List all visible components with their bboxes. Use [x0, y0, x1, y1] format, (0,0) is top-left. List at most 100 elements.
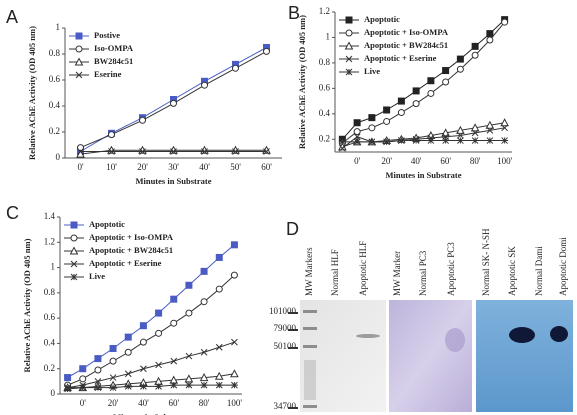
- x-tick-label: 0': [80, 398, 87, 408]
- legend-label: Live: [364, 66, 380, 76]
- point: [109, 357, 117, 365]
- lane-label: MW Marker: [392, 251, 402, 296]
- point: [215, 285, 223, 293]
- point: [109, 374, 117, 381]
- point: [486, 36, 494, 44]
- y-tick-label: 1.2: [44, 236, 55, 246]
- point: [215, 381, 223, 389]
- legend-marker: [75, 32, 83, 40]
- legend-label: Postive: [94, 30, 120, 40]
- legend-marker: [345, 29, 353, 37]
- legend-label: Apoptotic + Iso-OMPA: [89, 232, 174, 242]
- point: [94, 378, 102, 385]
- lane-label: Apoptotic SK: [507, 246, 517, 296]
- lane-label: Apoptotic PC3: [446, 242, 456, 296]
- legend-marker: [345, 55, 353, 63]
- point: [397, 109, 405, 117]
- point: [215, 253, 223, 261]
- mw-label: 34700: [274, 401, 297, 411]
- x-tick-label: 100': [497, 156, 513, 166]
- point: [456, 55, 464, 63]
- legend-label: Apoptotic + Eserine: [89, 258, 162, 268]
- point: [263, 148, 270, 155]
- point: [383, 117, 391, 125]
- x-axis-label: Minutes in Substrate: [113, 412, 189, 415]
- point: [368, 114, 376, 122]
- point: [109, 344, 117, 352]
- point: [108, 148, 115, 155]
- panel-label: A: [6, 7, 18, 27]
- point: [200, 381, 208, 389]
- point: [215, 343, 223, 351]
- point: [412, 100, 420, 108]
- point: [231, 338, 238, 346]
- y-tick-label: 1: [51, 262, 56, 272]
- point: [79, 375, 87, 383]
- lane-label: Apoptotic Domi: [558, 237, 568, 296]
- point: [353, 119, 361, 127]
- point: [184, 374, 194, 383]
- mw-label: 101000: [269, 306, 297, 316]
- point: [353, 138, 361, 146]
- legend-label: Apoptotic + BW284c51: [364, 40, 448, 50]
- x-tick-label: 20': [108, 398, 119, 408]
- x-tick-label: 40': [138, 398, 149, 408]
- point: [501, 18, 509, 26]
- lane-label: Normal Dami: [534, 246, 544, 296]
- legend-marker: [345, 16, 353, 24]
- point: [442, 137, 450, 144]
- legend-label: Eserine: [94, 69, 122, 79]
- point: [486, 30, 494, 38]
- point: [124, 370, 132, 378]
- x-tick-label: 60': [261, 162, 272, 172]
- point: [170, 357, 178, 365]
- point: [185, 281, 193, 289]
- x-axis-label: Minutes in Substrate: [135, 176, 211, 186]
- blot-image: [389, 300, 472, 412]
- x-axis-label: Minutes in Substrate: [385, 170, 461, 180]
- point: [230, 381, 238, 389]
- mw-label: 50100: [274, 341, 297, 351]
- point: [79, 384, 87, 392]
- y-tick-label: 0.8: [49, 48, 61, 58]
- point: [124, 333, 132, 341]
- point: [77, 148, 84, 155]
- blot: [300, 300, 573, 412]
- point: [140, 365, 147, 373]
- point: [139, 338, 147, 346]
- point: [155, 329, 163, 337]
- point: [170, 381, 178, 389]
- point: [170, 148, 177, 155]
- marker-band: [303, 310, 317, 313]
- series-line: [342, 127, 505, 149]
- point: [456, 65, 464, 73]
- x-tick-label: 20': [137, 162, 148, 172]
- point: [185, 309, 193, 317]
- point: [263, 47, 270, 55]
- legend-marker: [70, 273, 78, 281]
- legend-marker: [70, 234, 78, 242]
- legend-label: Apoptotic + BW284c51: [89, 245, 173, 255]
- lane-label: Normal PC3: [418, 250, 428, 296]
- point: [185, 381, 193, 389]
- legend-label: Apoptotic: [89, 219, 125, 229]
- point: [456, 125, 465, 134]
- lane-label: Apoptotic HLF: [358, 241, 368, 296]
- point: [501, 137, 509, 144]
- point: [368, 124, 376, 132]
- point: [200, 267, 208, 275]
- point: [139, 322, 147, 330]
- series-line: [342, 122, 505, 148]
- x-tick-label: 60': [440, 156, 451, 166]
- point: [471, 51, 479, 59]
- x-tick-label: 50': [230, 162, 241, 172]
- point: [353, 128, 361, 136]
- point: [397, 137, 405, 144]
- y-tick-label: 0.2: [44, 363, 55, 373]
- legend-label: BW284c51: [94, 56, 133, 66]
- y-tick-label: 1.4: [44, 211, 56, 221]
- point: [339, 144, 346, 152]
- point: [442, 67, 450, 75]
- point: [457, 132, 464, 139]
